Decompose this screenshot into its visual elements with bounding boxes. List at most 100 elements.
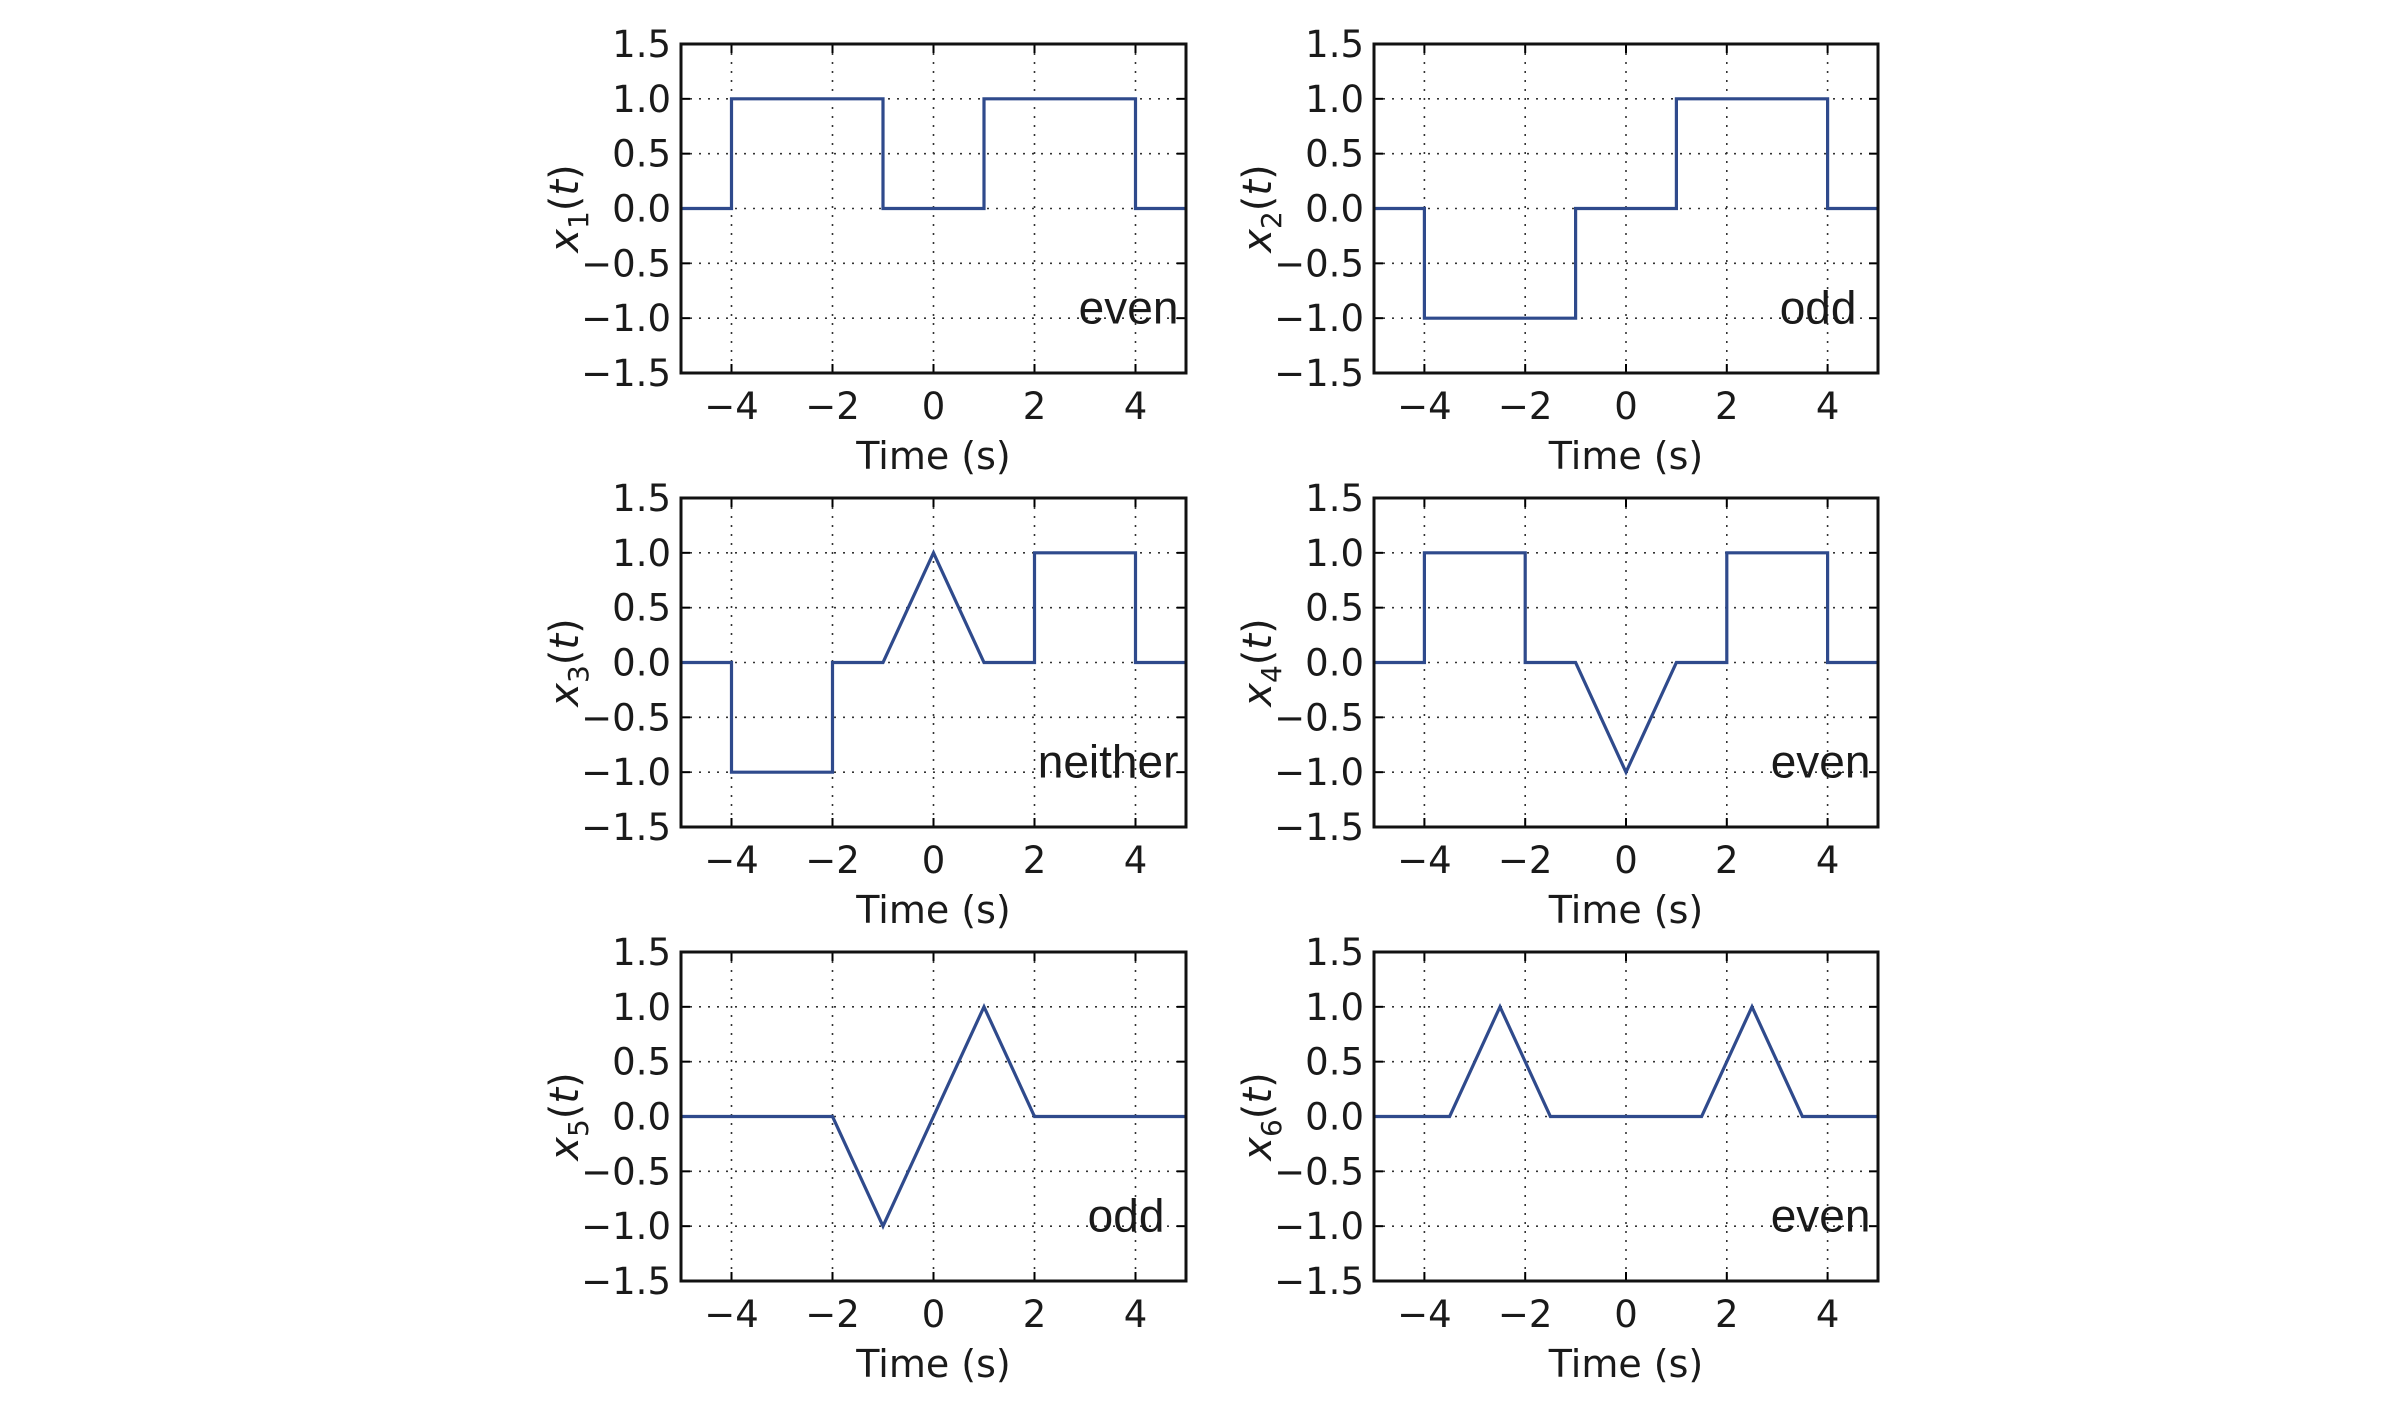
y-tick-label: −0.5 — [1274, 696, 1364, 739]
x-tick-label: 2 — [1023, 1293, 1047, 1336]
y-axis-label-subscript: 6 — [1255, 1119, 1288, 1137]
axes-frame — [679, 42, 1188, 375]
y-axis-label-argument: t — [1235, 633, 1281, 650]
x-axis-label: Time (s) — [855, 888, 1011, 932]
y-tick-label: 0.0 — [1305, 1096, 1364, 1139]
x-tick-label: 2 — [1023, 839, 1047, 882]
y-tick-label: 1.5 — [1305, 931, 1364, 974]
y-tick-label: −1.0 — [1274, 297, 1364, 340]
y-axis-label-paren: ) — [542, 618, 588, 634]
y-axis-label-symbol: x — [1235, 1137, 1281, 1163]
y-tick-label: −1.0 — [581, 751, 671, 794]
y-axis-label-paren: ( — [542, 196, 588, 212]
series-line — [681, 1002, 1186, 1231]
y-tick-label: 0.0 — [1305, 642, 1364, 685]
x-tick-label: 0 — [922, 1293, 946, 1336]
x-axis-label: Time (s) — [1548, 1342, 1704, 1386]
y-axis-label-paren: ( — [1235, 650, 1281, 666]
y-axis-label-paren: ) — [1235, 618, 1281, 634]
x-tick-label: 0 — [1614, 1293, 1638, 1336]
series-line — [1374, 97, 1878, 320]
y-tick-label: 0.0 — [612, 642, 671, 685]
y-tick-label: 0.5 — [1305, 133, 1364, 176]
parity-annotation: even — [1771, 735, 1871, 787]
y-axis-label-subscript: 5 — [562, 1119, 595, 1137]
x-tick-label: 0 — [922, 839, 946, 882]
x-tick-label: −2 — [1498, 385, 1553, 428]
y-axis-label-subscript: 1 — [562, 211, 595, 229]
chart-panel-2: −4 −2 0 2 4 −1.5 −1.0 −0.5 0.0 0.5 1.0 1.5 Time (s) x… — [1235, 23, 1880, 478]
chart-panel-1: −4 −2 0 2 4 −1.5 −1.0 −0.5 0.0 0.5 1.0 1.5 Time (s) x… — [542, 23, 1188, 478]
chart-panel-5: −4 −2 0 2 4 −1.5 −1.0 −0.5 0.0 0.5 1.0 1.5 Time (s) x… — [542, 931, 1188, 1386]
y-tick-label: 0.5 — [612, 587, 671, 630]
x-tick-label: 2 — [1023, 385, 1047, 428]
axes-frame — [1372, 950, 1880, 1283]
y-axis-label-paren: ( — [1235, 1104, 1281, 1120]
series-line — [1374, 1002, 1878, 1119]
y-tick-label: −0.5 — [1274, 242, 1364, 285]
y-axis-label-symbol: x — [542, 683, 588, 709]
x-tick-label: 4 — [1124, 1293, 1148, 1336]
y-tick-label: 1.5 — [612, 477, 671, 520]
x-tick-label: −2 — [1498, 839, 1553, 882]
y-tick-label: 1.0 — [612, 78, 671, 121]
y-axis-label-paren: ) — [542, 164, 588, 180]
y-tick-label: −1.5 — [1274, 352, 1364, 395]
axes-frame — [679, 950, 1188, 1283]
y-axis-label-subscript: 4 — [1255, 665, 1288, 683]
x-tick-label: 4 — [1816, 839, 1840, 882]
y-tick-label: 1.0 — [1305, 532, 1364, 575]
x-tick-label: 2 — [1715, 839, 1739, 882]
y-axis-label-paren: ) — [1235, 1072, 1281, 1088]
x-tick-label: −2 — [1498, 1293, 1553, 1336]
y-tick-label: 1.5 — [1305, 477, 1364, 520]
x-axis-label: Time (s) — [1548, 434, 1704, 478]
x-axis-label: Time (s) — [855, 1342, 1011, 1386]
y-tick-label: −0.5 — [581, 242, 671, 285]
x-tick-label: 0 — [1614, 385, 1638, 428]
x-tick-label: −4 — [1397, 385, 1452, 428]
y-tick-label: 0.5 — [1305, 1041, 1364, 1084]
x-tick-label: −2 — [805, 385, 860, 428]
x-tick-label: −4 — [704, 839, 759, 882]
parity-annotation: odd — [1088, 1189, 1165, 1241]
y-axis-label: x2(t) — [1235, 164, 1288, 254]
y-axis-label-subscript: 2 — [1255, 211, 1288, 229]
y-tick-label: −1.5 — [581, 1260, 671, 1303]
series-line — [681, 97, 1186, 211]
axes-frame — [1372, 42, 1880, 375]
y-tick-label: 1.0 — [612, 986, 671, 1029]
y-axis-label: x1(t) — [542, 164, 595, 254]
y-axis-label: x3(t) — [542, 618, 595, 708]
y-axis-label: x5(t) — [542, 1072, 595, 1162]
y-axis-label-argument: t — [1235, 1087, 1281, 1104]
y-tick-label: −1.5 — [581, 806, 671, 849]
y-axis-label-argument: t — [542, 179, 588, 196]
y-axis-label-subscript: 3 — [562, 665, 595, 683]
axes-frame — [679, 496, 1188, 829]
y-tick-label: 1.0 — [1305, 78, 1364, 121]
x-tick-label: 4 — [1816, 385, 1840, 428]
parity-annotation: even — [1079, 281, 1179, 333]
x-tick-label: 0 — [1614, 839, 1638, 882]
y-axis-label-paren: ( — [1235, 196, 1281, 212]
y-axis-label-paren: ) — [542, 1072, 588, 1088]
y-axis-label: x4(t) — [1235, 618, 1288, 708]
y-tick-label: 1.0 — [612, 532, 671, 575]
y-tick-label: −1.0 — [581, 1205, 671, 1248]
x-tick-label: 2 — [1715, 1293, 1739, 1336]
y-axis-label-symbol: x — [542, 229, 588, 255]
y-tick-label: 0.0 — [612, 188, 671, 231]
y-tick-label: 1.5 — [612, 23, 671, 66]
x-axis-label: Time (s) — [855, 434, 1011, 478]
chart-panel-4: −4 −2 0 2 4 −1.5 −1.0 −0.5 0.0 0.5 1.0 1.5 Time (s) x… — [1235, 477, 1880, 932]
x-tick-label: −2 — [805, 839, 860, 882]
chart-panel-6: −4 −2 0 2 4 −1.5 −1.0 −0.5 0.0 0.5 1.0 1.5 Time (s) x… — [1235, 931, 1880, 1386]
x-tick-label: 4 — [1816, 1293, 1840, 1336]
axes-frame — [1372, 496, 1880, 829]
y-tick-label: −1.0 — [1274, 751, 1364, 794]
y-axis-label-paren: ( — [542, 1104, 588, 1120]
y-axis-label-argument: t — [1235, 179, 1281, 196]
x-tick-label: 2 — [1715, 385, 1739, 428]
